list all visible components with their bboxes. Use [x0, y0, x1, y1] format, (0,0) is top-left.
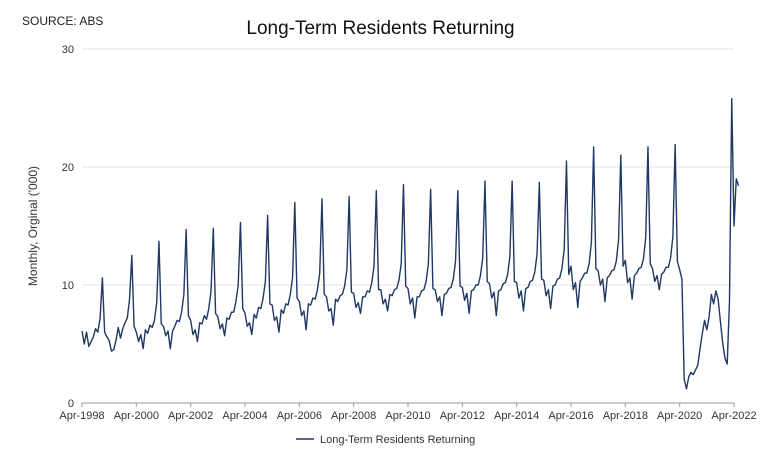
x-tick-label: Apr-2004: [222, 410, 267, 422]
y-tick-label: 30: [62, 44, 74, 56]
x-tick-label: Apr-2002: [168, 410, 213, 422]
x-tick-label: Apr-2010: [385, 410, 430, 422]
x-tick-label: Apr-2012: [440, 410, 485, 422]
x-tick-label: Apr-2008: [331, 410, 376, 422]
x-tick-label: Apr-2018: [603, 410, 648, 422]
x-tick-label: Apr-2006: [277, 410, 322, 422]
series-line-long-term-residents-returning: [81, 97, 740, 390]
y-axis-label: Monthly, Orginal ('000): [26, 166, 40, 286]
legend-label: Long-Term Residents Returning: [320, 434, 475, 446]
y-tick-label: 20: [62, 162, 74, 174]
x-axis-ticks: Apr-1998 Apr-2000 Apr-2002 Apr-2004 Apr-2006…: [59, 403, 757, 422]
x-tick-label: Apr-2020: [657, 410, 702, 422]
x-tick-label: Apr-2000: [114, 410, 159, 422]
y-tick-label: 0: [68, 398, 74, 410]
x-tick-label: Apr-2022: [711, 410, 756, 422]
y-tick-label: 10: [62, 280, 74, 292]
x-tick-label: Apr-1998: [59, 410, 104, 422]
y-axis-ticks: 0 10 20 30: [62, 44, 74, 410]
x-tick-label: Apr-2016: [548, 410, 593, 422]
legend: Long-Term Residents Returning: [296, 434, 475, 446]
x-tick-label: Apr-2014: [494, 410, 539, 422]
gridlines: [82, 48, 734, 286]
chart-title: Long-Term Residents Returning: [246, 18, 515, 39]
source-note: SOURCE: ABS: [22, 14, 104, 28]
